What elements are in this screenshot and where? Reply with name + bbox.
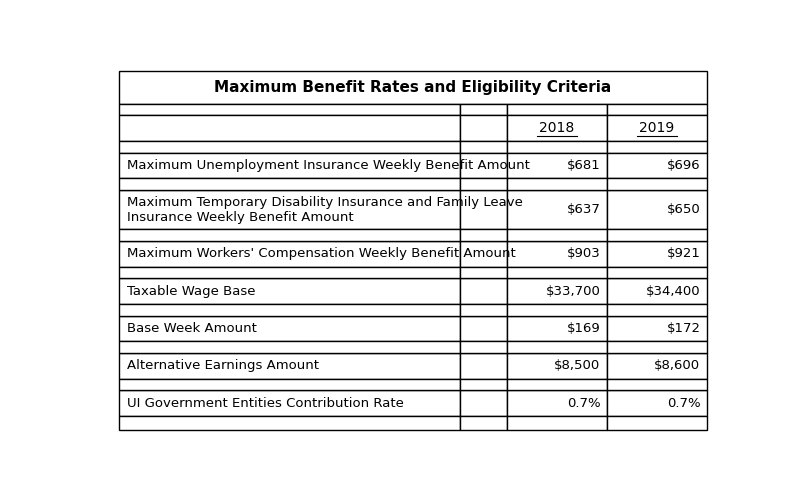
- Bar: [507, 178, 607, 190]
- Text: $33,700: $33,700: [546, 285, 600, 298]
- Bar: [607, 141, 707, 153]
- Bar: [507, 153, 607, 178]
- Bar: [507, 104, 607, 115]
- Bar: [119, 304, 460, 316]
- Bar: [607, 304, 707, 316]
- Bar: [507, 267, 607, 278]
- Bar: [460, 104, 507, 115]
- Text: 2018: 2018: [539, 121, 575, 135]
- Bar: [119, 316, 460, 341]
- Text: Maximum Temporary Disability Insurance and Family Leave
Insurance Weekly Benefit: Maximum Temporary Disability Insurance a…: [127, 196, 523, 224]
- Bar: [119, 278, 460, 304]
- Bar: [507, 416, 607, 430]
- Bar: [607, 241, 707, 267]
- Bar: [119, 104, 460, 115]
- Bar: [460, 304, 507, 316]
- Bar: [607, 353, 707, 378]
- Bar: [119, 341, 460, 353]
- Bar: [460, 341, 507, 353]
- Bar: [507, 378, 607, 390]
- Bar: [607, 416, 707, 430]
- Bar: [607, 278, 707, 304]
- Bar: [460, 115, 507, 141]
- Bar: [460, 267, 507, 278]
- Text: $903: $903: [567, 248, 600, 260]
- Text: $921: $921: [667, 248, 700, 260]
- Bar: [607, 104, 707, 115]
- Text: 2019: 2019: [639, 121, 675, 135]
- Text: Alternative Earnings Amount: Alternative Earnings Amount: [127, 360, 319, 372]
- Bar: [119, 141, 460, 153]
- Bar: [119, 378, 460, 390]
- Bar: [607, 390, 707, 416]
- Text: $172: $172: [667, 322, 700, 335]
- Bar: [607, 153, 707, 178]
- Bar: [507, 241, 607, 267]
- Bar: [507, 390, 607, 416]
- Bar: [507, 115, 607, 141]
- Bar: [460, 278, 507, 304]
- Bar: [607, 267, 707, 278]
- Text: $696: $696: [667, 159, 700, 172]
- Text: $169: $169: [567, 322, 600, 335]
- Bar: [507, 230, 607, 241]
- Text: Maximum Benefit Rates and Eligibility Criteria: Maximum Benefit Rates and Eligibility Cr…: [214, 80, 612, 95]
- Bar: [607, 378, 707, 390]
- Text: 0.7%: 0.7%: [567, 397, 600, 410]
- Bar: [507, 141, 607, 153]
- Bar: [607, 316, 707, 341]
- Bar: [460, 241, 507, 267]
- Text: $8,600: $8,600: [654, 360, 700, 372]
- Bar: [607, 178, 707, 190]
- Bar: [119, 267, 460, 278]
- Bar: [507, 341, 607, 353]
- Text: $650: $650: [667, 203, 700, 216]
- Bar: [460, 141, 507, 153]
- Text: Maximum Workers' Compensation Weekly Benefit Amount: Maximum Workers' Compensation Weekly Ben…: [127, 248, 516, 260]
- Text: $681: $681: [567, 159, 600, 172]
- Bar: [607, 341, 707, 353]
- Bar: [460, 316, 507, 341]
- Bar: [460, 153, 507, 178]
- Bar: [507, 353, 607, 378]
- Text: Taxable Wage Base: Taxable Wage Base: [127, 285, 256, 298]
- Bar: [119, 241, 460, 267]
- Bar: [607, 230, 707, 241]
- Bar: [460, 378, 507, 390]
- Bar: [119, 416, 460, 430]
- Bar: [119, 353, 460, 378]
- Bar: [507, 304, 607, 316]
- Bar: [119, 178, 460, 190]
- Text: 0.7%: 0.7%: [667, 397, 700, 410]
- Bar: [119, 71, 707, 104]
- Bar: [507, 278, 607, 304]
- Text: $34,400: $34,400: [646, 285, 700, 298]
- Bar: [460, 178, 507, 190]
- Bar: [607, 115, 707, 141]
- Text: Base Week Amount: Base Week Amount: [127, 322, 257, 335]
- Bar: [119, 390, 460, 416]
- Bar: [119, 153, 460, 178]
- Bar: [119, 230, 460, 241]
- Bar: [460, 390, 507, 416]
- Bar: [460, 190, 507, 230]
- Bar: [507, 316, 607, 341]
- Text: $8,500: $8,500: [555, 360, 600, 372]
- Bar: [460, 416, 507, 430]
- Bar: [119, 115, 460, 141]
- Bar: [460, 230, 507, 241]
- Text: Maximum Unemployment Insurance Weekly Benefit Amount: Maximum Unemployment Insurance Weekly Be…: [127, 159, 530, 172]
- Text: UI Government Entities Contribution Rate: UI Government Entities Contribution Rate: [127, 397, 404, 410]
- Text: $637: $637: [567, 203, 600, 216]
- Bar: [460, 353, 507, 378]
